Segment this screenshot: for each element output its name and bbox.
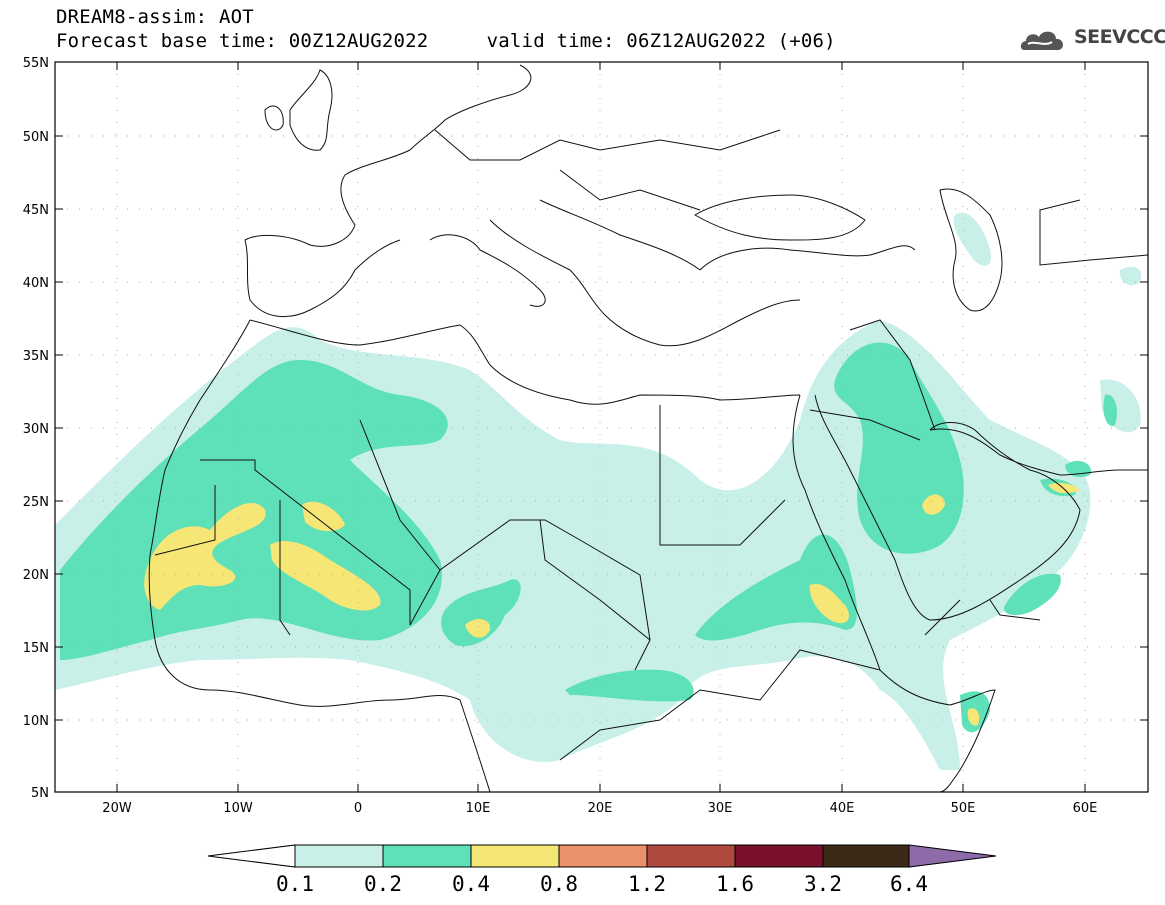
colorbar-swatch xyxy=(382,844,472,868)
map-frame xyxy=(54,61,1149,793)
colorbar-label: 6.4 xyxy=(890,872,928,896)
colorbar-label: 0.8 xyxy=(540,872,578,896)
lon-tick-label: 0 xyxy=(354,801,362,816)
lon-tick-label: 20E xyxy=(588,801,613,816)
colorbar-swatch xyxy=(470,844,560,868)
lon-tick-label: 50E xyxy=(951,801,976,816)
colorbar-high-arrow xyxy=(908,844,997,868)
colorbar-label: 0.2 xyxy=(364,872,402,896)
lat-tick-label: 15N xyxy=(23,641,49,656)
lat-tick-label: 40N xyxy=(23,276,49,291)
lon-tick-label: 10W xyxy=(223,801,253,816)
map-title: DREAM8-assim: AOT xyxy=(56,6,254,28)
lon-tick-label: 30E xyxy=(708,801,733,816)
longitude-labels: 20W 10W 0 10E 20E 30E 40E 50E 60E xyxy=(102,801,1097,816)
colorbar-label: 1.6 xyxy=(716,872,754,896)
lat-tick-label: 50N xyxy=(23,130,49,145)
colorbar-swatch xyxy=(734,844,824,868)
colorbar-swatch xyxy=(822,844,910,868)
lat-tick-label: 30N xyxy=(23,422,49,437)
lat-tick-label: 45N xyxy=(23,203,49,218)
lon-tick-label: 40E xyxy=(830,801,855,816)
lon-tick-label: 60E xyxy=(1073,801,1098,816)
colorbar-label: 1.2 xyxy=(628,872,666,896)
colorbar-swatch xyxy=(646,844,736,868)
lon-tick-label: 10E xyxy=(466,801,491,816)
latitude-labels: 55N 50N 45N 40N 35N 30N 25N 20N 15N 10N … xyxy=(23,56,49,801)
colorbar-swatch xyxy=(294,844,384,868)
aot-band-0.4-0.8 xyxy=(144,482,1080,726)
colorbar-swatch xyxy=(558,844,648,868)
lat-tick-label: 35N xyxy=(23,349,49,364)
axis-ticks xyxy=(55,61,1148,793)
colorbar xyxy=(207,844,997,868)
colorbar-label: 0.1 xyxy=(276,872,314,896)
coastlines xyxy=(148,64,1148,792)
lat-tick-label: 55N xyxy=(23,56,49,71)
cloud-icon xyxy=(1020,31,1063,50)
colorbar-low-arrow xyxy=(207,844,296,868)
map-subtitle-times: Forecast base time: 00Z12AUG2022 valid t… xyxy=(56,30,836,52)
lon-tick-label: 20W xyxy=(102,801,132,816)
lat-tick-label: 25N xyxy=(23,495,49,510)
lat-tick-label: 5N xyxy=(31,786,49,801)
colorbar-label: 0.4 xyxy=(452,872,490,896)
lat-tick-label: 20N xyxy=(23,568,49,583)
colorbar-label: 3.2 xyxy=(804,872,842,896)
logo-text: SEEVCCC xyxy=(1074,26,1165,48)
lat-tick-label: 10N xyxy=(23,714,49,729)
